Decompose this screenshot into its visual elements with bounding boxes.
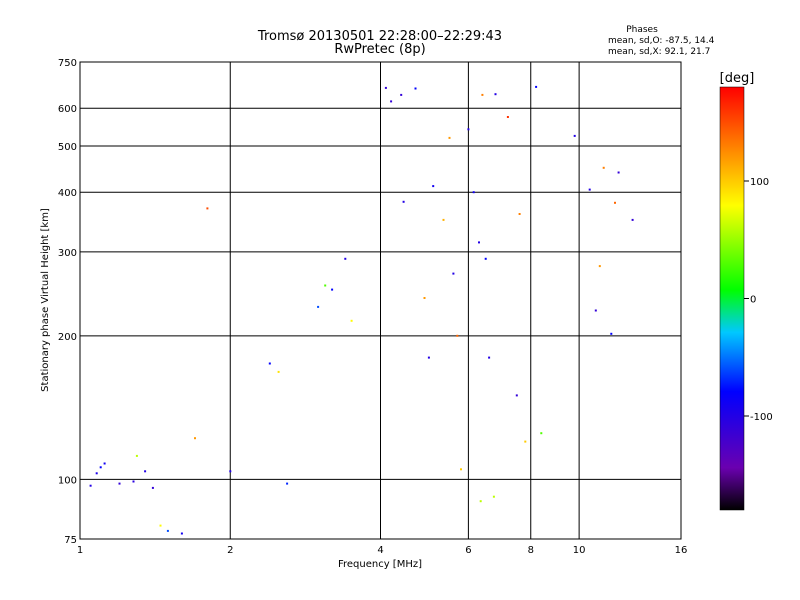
- data-point: [588, 188, 591, 191]
- x-tick-label: 16: [675, 545, 688, 556]
- data-point: [159, 524, 162, 527]
- data-point: [452, 272, 455, 275]
- data-point: [506, 116, 509, 118]
- y-tick-label: 500: [58, 142, 77, 153]
- data-point: [488, 356, 491, 359]
- grid-lines: [80, 62, 681, 539]
- y-tick-label: 300: [58, 248, 77, 259]
- data-point: [99, 466, 102, 469]
- data-point: [229, 470, 232, 473]
- data-point: [344, 257, 347, 260]
- chart-subtitle: RwPretec (8p): [334, 42, 425, 57]
- x-axis-ticks: 1 2 4 6 8 10 16: [77, 545, 688, 556]
- y-tick-label: 200: [58, 332, 77, 343]
- x-tick-label: 2: [227, 545, 233, 556]
- y-axis-label: Stationary phase Virtual Height [km]: [40, 208, 51, 392]
- x-tick-label: 4: [377, 545, 383, 556]
- data-point: [535, 85, 538, 88]
- phases-stats-x: mean, sd,X: 92.1, 21.7: [608, 47, 710, 57]
- data-point: [331, 288, 334, 291]
- y-tick-label: 400: [58, 188, 77, 199]
- x-axis-label: Frequency [MHz]: [338, 559, 422, 570]
- data-point: [277, 370, 280, 373]
- colorbar-ticks: 100 0 -100: [744, 177, 773, 423]
- data-point: [151, 486, 154, 489]
- data-point: [95, 472, 98, 475]
- data-point: [400, 93, 403, 96]
- data-point: [144, 470, 147, 473]
- chart-title: Tromsø 20130501 22:28:00–22:29:43: [257, 29, 502, 44]
- colorbar-tick-label: 0: [750, 295, 756, 306]
- data-point: [103, 462, 106, 465]
- data-point: [286, 482, 289, 485]
- y-tick-label: 100: [58, 475, 77, 486]
- data-point: [481, 93, 484, 96]
- data-point: [402, 200, 405, 203]
- data-point: [456, 334, 459, 337]
- data-point: [484, 257, 487, 260]
- data-point: [524, 440, 527, 443]
- y-tick-label: 75: [64, 535, 77, 546]
- x-tick-label: 1: [77, 545, 83, 556]
- data-point: [573, 134, 576, 137]
- data-point: [479, 500, 482, 503]
- data-point: [317, 305, 320, 308]
- data-point: [598, 265, 601, 268]
- x-tick-label: 10: [573, 545, 586, 556]
- data-point: [540, 432, 543, 435]
- data-point: [610, 332, 613, 335]
- data-points: [89, 85, 634, 535]
- colorbar-label: [deg]: [720, 71, 755, 86]
- plot-frame: [79, 61, 682, 540]
- data-point: [180, 532, 183, 535]
- colorbar-tick-label: 100: [750, 177, 769, 188]
- colorbar: [719, 86, 745, 511]
- data-point: [166, 529, 169, 532]
- data-point: [494, 93, 497, 96]
- data-point: [478, 241, 480, 244]
- x-tick-label: 6: [465, 545, 471, 556]
- y-tick-label: 600: [58, 104, 77, 115]
- data-point: [414, 87, 417, 90]
- phases-header: Phases: [626, 25, 658, 35]
- data-point: [89, 484, 92, 487]
- data-point: [194, 437, 196, 440]
- data-point: [432, 185, 435, 188]
- data-point: [617, 171, 620, 174]
- data-point: [515, 394, 518, 397]
- data-point: [324, 284, 327, 287]
- data-point: [460, 468, 462, 471]
- data-point: [427, 356, 430, 359]
- data-point: [467, 128, 470, 131]
- data-point: [492, 495, 495, 498]
- x-tick-label: 8: [528, 545, 534, 556]
- data-point: [448, 136, 451, 139]
- data-point: [518, 213, 521, 215]
- y-axis-ticks: 75 100 200 300 400 500 600 750: [58, 58, 77, 546]
- data-point: [390, 100, 393, 103]
- data-point: [442, 218, 445, 221]
- data-point: [135, 454, 138, 457]
- data-point: [594, 309, 597, 312]
- data-point: [423, 297, 426, 299]
- data-point: [206, 207, 209, 210]
- data-point: [384, 86, 387, 89]
- phases-stats-o: mean, sd,O: -87.5, 14.4: [608, 36, 715, 46]
- data-point: [118, 482, 121, 485]
- data-point: [472, 191, 475, 194]
- data-point: [602, 166, 605, 169]
- y-tick-label: 750: [58, 58, 77, 69]
- colorbar-tick-label: -100: [750, 412, 773, 423]
- data-point: [350, 319, 353, 322]
- data-point: [268, 362, 271, 365]
- data-point: [631, 218, 634, 221]
- data-point: [132, 480, 135, 483]
- data-point: [614, 201, 616, 204]
